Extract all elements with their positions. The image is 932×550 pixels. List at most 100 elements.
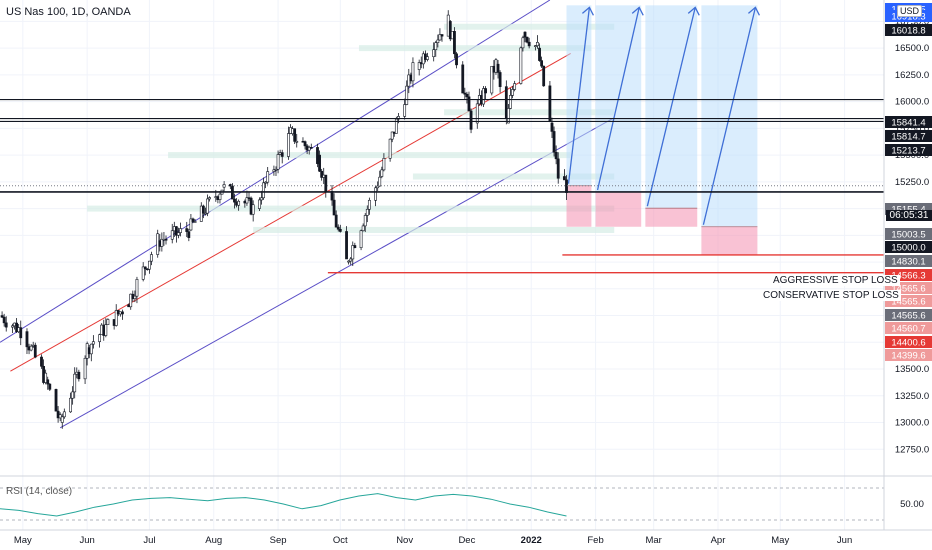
candle-body (378, 176, 382, 187)
candle-body (121, 311, 124, 315)
candle-body (164, 238, 168, 241)
candle-body (295, 140, 299, 143)
candle-body (129, 293, 133, 308)
price-badge-text: 14830.1 (891, 257, 925, 268)
candle-body (106, 319, 110, 325)
price-badge-text: 15841.4 (891, 118, 925, 129)
candle-body (347, 260, 351, 263)
candle-body (133, 295, 137, 300)
y-tick-label: 16250.0 (895, 70, 929, 81)
candle-body (150, 254, 153, 262)
projection-arrowhead (631, 6, 644, 16)
candle-body (69, 397, 72, 413)
candle-body (490, 65, 494, 94)
projection-arrow (646, 7, 696, 207)
candle-body (293, 128, 297, 142)
candle-body (324, 174, 328, 192)
candle-body (71, 391, 75, 399)
candle-body (469, 110, 473, 130)
candle-body (187, 231, 191, 238)
candle-body (170, 230, 174, 240)
price-badge: 15814.7 (885, 130, 932, 143)
candle-body (563, 176, 566, 181)
candle-body (390, 131, 394, 140)
candle-body (374, 187, 377, 201)
candle-body (405, 85, 409, 105)
candle-body (303, 141, 307, 147)
candle-body (509, 95, 512, 109)
candle-body (191, 218, 195, 222)
candle-body (432, 49, 436, 58)
candle-body (511, 89, 514, 96)
candle-body (336, 226, 340, 230)
candle-body (361, 225, 365, 232)
x-tick-label: Jun (79, 535, 94, 546)
price-badge-text: 14566.3 (891, 271, 925, 282)
candle-body (46, 379, 50, 385)
x-tick-label: Aug (205, 535, 222, 546)
candle-body (73, 373, 77, 393)
y-tick-label: 16500.0 (895, 43, 929, 54)
price-badge-bg (885, 241, 932, 253)
rsi-line (0, 493, 567, 517)
price-badge-bg (885, 309, 932, 321)
price-badge-bg (885, 255, 932, 267)
x-tick-label: May (14, 535, 32, 546)
candle-body (521, 37, 525, 49)
candle-body (498, 72, 502, 87)
x-tick-label: Mar (645, 535, 661, 546)
candle-body (365, 208, 369, 216)
candle-body (367, 199, 371, 210)
candle-body (141, 266, 145, 280)
candle-body (448, 21, 452, 40)
candle-body (556, 158, 560, 179)
candle-body (206, 198, 209, 214)
candle-body (338, 228, 342, 232)
candle-body (533, 45, 537, 47)
candle-body (199, 205, 203, 222)
stop-zone (595, 191, 642, 227)
candle-body (440, 34, 444, 37)
candle-body (160, 238, 164, 247)
price-badge-bg (885, 349, 932, 361)
stop-zone (645, 208, 698, 227)
candle-body (552, 131, 556, 153)
price-badge-text: 15003.5 (891, 230, 925, 241)
price-badge-bg (885, 130, 932, 142)
candle-body (91, 341, 95, 345)
candle-body (525, 36, 529, 43)
candle-body (332, 199, 336, 216)
candle-body (237, 200, 241, 206)
price-badge-text: 16018.8 (891, 26, 925, 37)
price-badge: 15841.4 (885, 116, 932, 129)
candle-body (143, 266, 147, 270)
candle-body (62, 411, 66, 418)
y-tick-label: 13000.0 (895, 418, 929, 429)
candle-body (189, 218, 193, 231)
price-badge-text: 15213.7 (891, 146, 925, 157)
candle-body (467, 96, 471, 112)
candle-body (201, 205, 205, 214)
bar-countdown: 06:05:31 (886, 210, 932, 221)
candle-body (218, 193, 222, 200)
currency-badge[interactable]: USD (897, 5, 923, 17)
candle-body (193, 221, 197, 223)
candle-body (550, 122, 554, 132)
candle-body (351, 245, 355, 260)
candle-body (542, 65, 546, 87)
conservative-stop-loss-label: CONSERVATIVE STOP LOSS (761, 290, 901, 301)
price-badge-text: 16918.3 (891, 12, 925, 23)
rsi-tick-label: 50.00 (900, 499, 924, 510)
price-badge: 14560.7 (885, 322, 932, 335)
price-badge-text: 15000.0 (891, 243, 925, 254)
y-tick-label: 16000.0 (895, 97, 929, 108)
candle-body (359, 230, 363, 249)
candle-body (266, 171, 270, 183)
candle-body (523, 31, 527, 38)
projection-arrow (567, 7, 591, 184)
price-badge: 15000.0 (885, 241, 932, 254)
candle-body (104, 324, 108, 336)
y-tick-label: 12750.0 (895, 444, 929, 455)
candle-body (363, 215, 367, 227)
